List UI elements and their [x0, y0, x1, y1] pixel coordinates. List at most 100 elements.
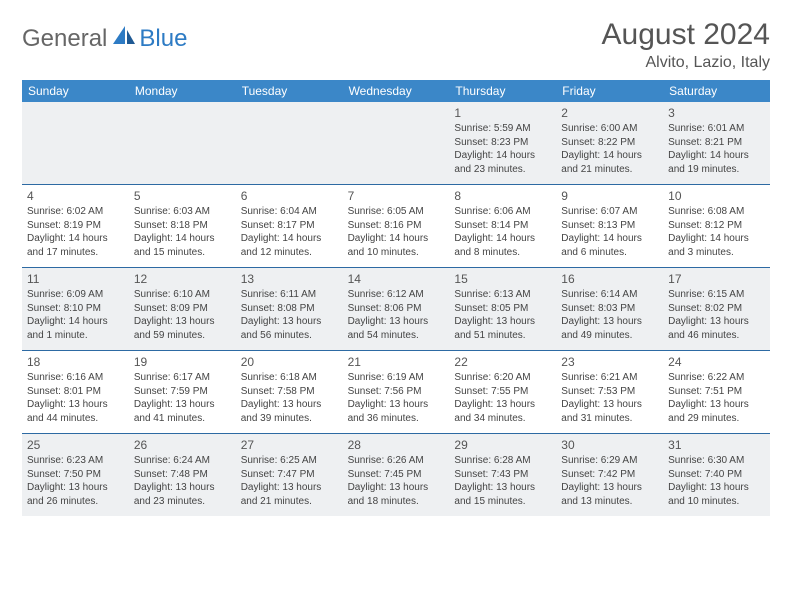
week-row: 25Sunrise: 6:23 AMSunset: 7:50 PMDayligh… [22, 433, 770, 516]
day-cell: 6Sunrise: 6:04 AMSunset: 8:17 PMDaylight… [236, 185, 343, 267]
daylight-text: and 29 minutes. [668, 412, 765, 426]
sunset-text: Sunset: 8:16 PM [348, 219, 445, 233]
sunset-text: Sunset: 8:22 PM [561, 136, 658, 150]
weekday-header-row: Sunday Monday Tuesday Wednesday Thursday… [22, 80, 770, 102]
day-number: 18 [27, 354, 124, 370]
daylight-text: and 23 minutes. [454, 163, 551, 177]
sunrise-text: Sunrise: 6:11 AM [241, 288, 338, 302]
daylight-text: Daylight: 13 hours [134, 481, 231, 495]
daylight-text: and 59 minutes. [134, 329, 231, 343]
daylight-text: Daylight: 14 hours [454, 149, 551, 163]
sunrise-text: Sunrise: 6:17 AM [134, 371, 231, 385]
day-number: 16 [561, 271, 658, 287]
sunset-text: Sunset: 7:53 PM [561, 385, 658, 399]
daylight-text: and 3 minutes. [668, 246, 765, 260]
sunrise-text: Sunrise: 6:18 AM [241, 371, 338, 385]
day-cell: 31Sunrise: 6:30 AMSunset: 7:40 PMDayligh… [663, 434, 770, 516]
daylight-text: Daylight: 14 hours [241, 232, 338, 246]
sunrise-text: Sunrise: 6:20 AM [454, 371, 551, 385]
daylight-text: Daylight: 13 hours [241, 398, 338, 412]
sunset-text: Sunset: 8:17 PM [241, 219, 338, 233]
week-row: 11Sunrise: 6:09 AMSunset: 8:10 PMDayligh… [22, 267, 770, 350]
sail-icon [111, 24, 137, 53]
day-cell: 8Sunrise: 6:06 AMSunset: 8:14 PMDaylight… [449, 185, 556, 267]
sunset-text: Sunset: 7:59 PM [134, 385, 231, 399]
day-cell: 16Sunrise: 6:14 AMSunset: 8:03 PMDayligh… [556, 268, 663, 350]
sunrise-text: Sunrise: 6:09 AM [27, 288, 124, 302]
sunrise-text: Sunrise: 6:12 AM [348, 288, 445, 302]
daylight-text: and 56 minutes. [241, 329, 338, 343]
day-cell: 26Sunrise: 6:24 AMSunset: 7:48 PMDayligh… [129, 434, 236, 516]
sunrise-text: Sunrise: 6:29 AM [561, 454, 658, 468]
header: General Blue August 2024 Alvito, Lazio, … [22, 18, 770, 72]
sunset-text: Sunset: 8:01 PM [27, 385, 124, 399]
day-cell: 25Sunrise: 6:23 AMSunset: 7:50 PMDayligh… [22, 434, 129, 516]
week-row: 4Sunrise: 6:02 AMSunset: 8:19 PMDaylight… [22, 184, 770, 267]
logo-text-blue: Blue [139, 25, 187, 53]
location-text: Alvito, Lazio, Italy [602, 54, 770, 72]
sunrise-text: Sunrise: 6:23 AM [27, 454, 124, 468]
sunrise-text: Sunrise: 6:19 AM [348, 371, 445, 385]
daylight-text: Daylight: 14 hours [27, 315, 124, 329]
day-number: 3 [668, 105, 765, 121]
sunrise-text: Sunrise: 6:22 AM [668, 371, 765, 385]
sunset-text: Sunset: 7:51 PM [668, 385, 765, 399]
daylight-text: and 10 minutes. [348, 246, 445, 260]
sunset-text: Sunset: 7:55 PM [454, 385, 551, 399]
sunset-text: Sunset: 8:18 PM [134, 219, 231, 233]
daylight-text: Daylight: 13 hours [561, 315, 658, 329]
daylight-text: Daylight: 13 hours [454, 481, 551, 495]
day-cell: 27Sunrise: 6:25 AMSunset: 7:47 PMDayligh… [236, 434, 343, 516]
daylight-text: Daylight: 14 hours [668, 232, 765, 246]
week-row: 1Sunrise: 5:59 AMSunset: 8:23 PMDaylight… [22, 102, 770, 184]
day-cell: 21Sunrise: 6:19 AMSunset: 7:56 PMDayligh… [343, 351, 450, 433]
sunset-text: Sunset: 7:43 PM [454, 468, 551, 482]
day-number: 8 [454, 188, 551, 204]
day-cell: 2Sunrise: 6:00 AMSunset: 8:22 PMDaylight… [556, 102, 663, 184]
daylight-text: Daylight: 13 hours [134, 398, 231, 412]
sunset-text: Sunset: 7:56 PM [348, 385, 445, 399]
daylight-text: and 15 minutes. [134, 246, 231, 260]
sunrise-text: Sunrise: 6:14 AM [561, 288, 658, 302]
daylight-text: Daylight: 14 hours [668, 149, 765, 163]
daylight-text: Daylight: 13 hours [348, 481, 445, 495]
day-cell [343, 102, 450, 184]
sunrise-text: Sunrise: 5:59 AM [454, 122, 551, 136]
day-number: 1 [454, 105, 551, 121]
daylight-text: and 51 minutes. [454, 329, 551, 343]
sunrise-text: Sunrise: 6:03 AM [134, 205, 231, 219]
day-number: 9 [561, 188, 658, 204]
day-cell: 29Sunrise: 6:28 AMSunset: 7:43 PMDayligh… [449, 434, 556, 516]
daylight-text: and 15 minutes. [454, 495, 551, 509]
weekday-header: Saturday [663, 80, 770, 102]
sunrise-text: Sunrise: 6:25 AM [241, 454, 338, 468]
sunset-text: Sunset: 7:42 PM [561, 468, 658, 482]
sunrise-text: Sunrise: 6:00 AM [561, 122, 658, 136]
sunset-text: Sunset: 8:23 PM [454, 136, 551, 150]
day-number: 31 [668, 437, 765, 453]
day-number: 12 [134, 271, 231, 287]
sunrise-text: Sunrise: 6:16 AM [27, 371, 124, 385]
sunset-text: Sunset: 8:21 PM [668, 136, 765, 150]
daylight-text: and 26 minutes. [27, 495, 124, 509]
sunset-text: Sunset: 8:02 PM [668, 302, 765, 316]
weekday-header: Tuesday [236, 80, 343, 102]
day-cell: 3Sunrise: 6:01 AMSunset: 8:21 PMDaylight… [663, 102, 770, 184]
daylight-text: and 39 minutes. [241, 412, 338, 426]
day-number: 29 [454, 437, 551, 453]
daylight-text: and 1 minute. [27, 329, 124, 343]
title-block: August 2024 Alvito, Lazio, Italy [602, 18, 770, 72]
daylight-text: Daylight: 13 hours [134, 315, 231, 329]
sunset-text: Sunset: 8:08 PM [241, 302, 338, 316]
day-cell: 20Sunrise: 6:18 AMSunset: 7:58 PMDayligh… [236, 351, 343, 433]
sunset-text: Sunset: 7:40 PM [668, 468, 765, 482]
daylight-text: and 21 minutes. [561, 163, 658, 177]
sunset-text: Sunset: 8:19 PM [27, 219, 124, 233]
daylight-text: and 23 minutes. [134, 495, 231, 509]
day-cell: 4Sunrise: 6:02 AMSunset: 8:19 PMDaylight… [22, 185, 129, 267]
page-title: August 2024 [602, 18, 770, 52]
day-number: 10 [668, 188, 765, 204]
sunset-text: Sunset: 8:14 PM [454, 219, 551, 233]
sunset-text: Sunset: 8:03 PM [561, 302, 658, 316]
daylight-text: Daylight: 13 hours [348, 315, 445, 329]
